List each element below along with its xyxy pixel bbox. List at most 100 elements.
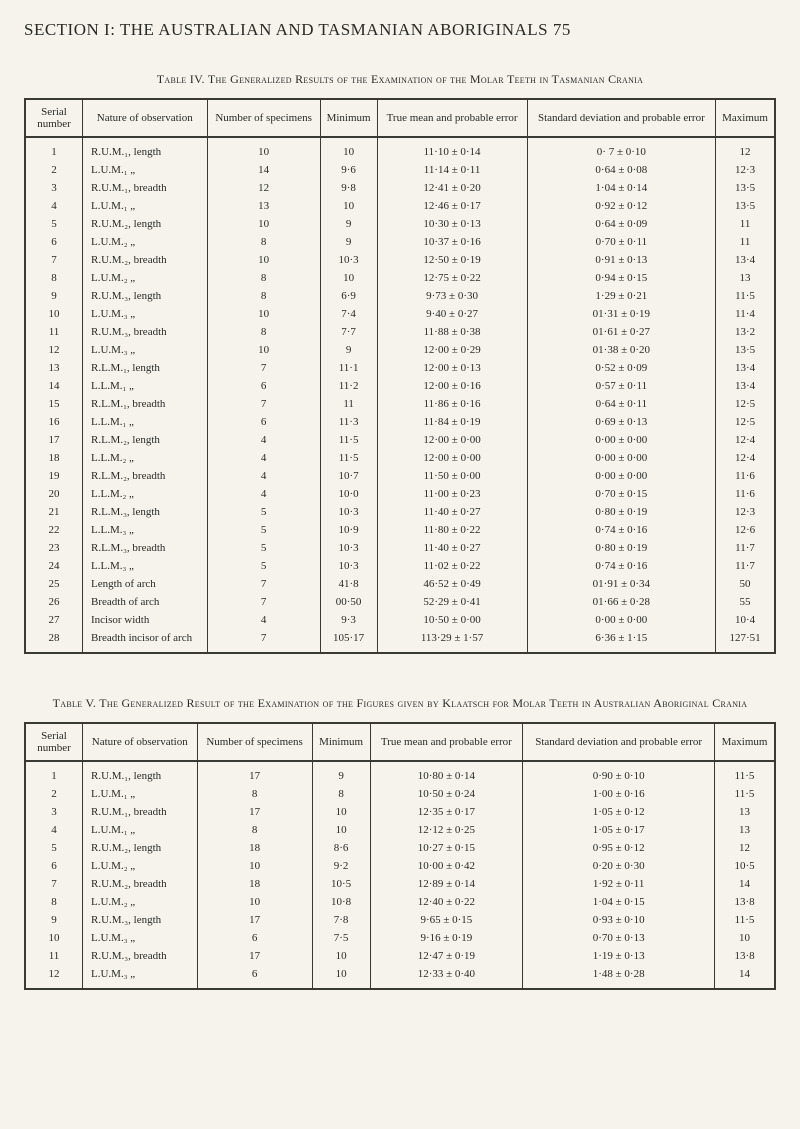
value-cell: 11·88 ± 0·38 [377,323,527,341]
value-cell: 7 [207,575,320,593]
value-cell: 1·29 ± 0·21 [527,287,716,305]
value-cell: 10 [320,197,377,215]
nature-cell: L.U.M.₃ „ [83,965,198,989]
value-cell: 11·84 ± 0·19 [377,413,527,431]
value-cell: 9 [312,761,370,785]
value-cell: 12·4 [716,449,775,467]
value-cell: 11·5 [715,761,775,785]
value-cell: 12·5 [716,413,775,431]
value-cell: 0·57 ± 0·11 [527,377,716,395]
value-cell: 9·6 [320,161,377,179]
column-header: Minimum [312,723,370,761]
value-cell: 10·3 [320,557,377,575]
value-cell: 10·3 [320,251,377,269]
value-cell: 7 [207,629,320,653]
value-cell: 9·2 [312,857,370,875]
value-cell: 12·00 ± 0·16 [377,377,527,395]
value-cell: 10 [197,857,312,875]
value-cell: 18 [197,839,312,857]
value-cell: 12 [715,839,775,857]
nature-cell: R.L.M.₂, breadth [83,467,208,485]
value-cell: 11·40 ± 0·27 [377,503,527,521]
value-cell: 11·00 ± 0·23 [377,485,527,503]
value-cell: 0·64 ± 0·08 [527,161,716,179]
nature-cell: L.U.M.₂ „ [83,233,208,251]
value-cell: 10·30 ± 0·13 [377,215,527,233]
serial-cell: 12 [25,341,83,359]
value-cell: 5 [207,557,320,575]
value-cell: 8 [207,269,320,287]
nature-cell: Length of arch [83,575,208,593]
serial-cell: 12 [25,965,83,989]
table-row: 6L.U.M.₂ „8910·37 ± 0·160·70 ± 0·1111 [25,233,775,251]
table-row: 21R.L.M.₃, length510·311·40 ± 0·270·80 ±… [25,503,775,521]
nature-cell: R.U.M.₃, breadth [83,947,198,965]
value-cell: 17 [197,947,312,965]
serial-cell: 14 [25,377,83,395]
value-cell: 9·8 [320,179,377,197]
serial-cell: 5 [25,839,83,857]
value-cell: 17 [197,761,312,785]
value-cell: 127·51 [716,629,775,653]
value-cell: 10·37 ± 0·16 [377,233,527,251]
value-cell: 13 [207,197,320,215]
value-cell: 9·65 ± 0·15 [370,911,523,929]
value-cell: 10 [715,929,775,947]
value-cell: 0·90 ± 0·10 [523,761,715,785]
value-cell: 0·94 ± 0·15 [527,269,716,287]
value-cell: 7 [207,395,320,413]
value-cell: 11·7 [716,557,775,575]
value-cell: 10·3 [320,539,377,557]
value-cell: 1·04 ± 0·14 [527,179,716,197]
value-cell: 12 [207,179,320,197]
value-cell: 12·33 ± 0·40 [370,965,523,989]
value-cell: 11·40 ± 0·27 [377,539,527,557]
serial-cell: 7 [25,251,83,269]
value-cell: 12·89 ± 0·14 [370,875,523,893]
value-cell: 0·95 ± 0·12 [523,839,715,857]
table-row: 26Breadth of arch700·5052·29 ± 0·4101·66… [25,593,775,611]
caption-rest: The Generalized Results of the Examinati… [208,72,643,86]
table5-caption: Table V. The Generalized Result of the E… [24,694,776,712]
nature-cell: R.L.M.₁, breadth [83,395,208,413]
table-row: 14L.L.M.₁ „611·212·00 ± 0·160·57 ± 0·111… [25,377,775,395]
value-cell: 10·4 [716,611,775,629]
column-header: Maximum [716,99,775,137]
serial-cell: 2 [25,785,83,803]
table-row: 19R.L.M.₂, breadth410·711·50 ± 0·000·00 … [25,467,775,485]
nature-cell: R.U.M.₁, breadth [83,179,208,197]
table-row: 11R.U.M.₃, breadth171012·47 ± 0·191·19 ±… [25,947,775,965]
value-cell: 10 [207,305,320,323]
value-cell: 17 [197,911,312,929]
nature-cell: Incisor width [83,611,208,629]
nature-cell: L.U.M.₃ „ [83,305,208,323]
serial-cell: 11 [25,323,83,341]
nature-cell: R.U.M.₃, length [83,287,208,305]
value-cell: 0·00 ± 0·00 [527,611,716,629]
value-cell: 11 [716,233,775,251]
value-cell: 10 [312,803,370,821]
nature-cell: R.U.M.₁, breadth [83,803,198,821]
serial-cell: 10 [25,929,83,947]
table-row: 13R.L.M.₁, length711·112·00 ± 0·130·52 ±… [25,359,775,377]
table-row: 25Length of arch741·846·52 ± 0·4901·91 ±… [25,575,775,593]
nature-cell: R.U.M.₁, length [83,761,198,785]
value-cell: 10·0 [320,485,377,503]
value-cell: 4 [207,485,320,503]
nature-cell: R.L.M.₃, breadth [83,539,208,557]
value-cell: 8 [197,821,312,839]
table-row: 8L.U.M.₂ „1010·812·40 ± 0·221·04 ± 0·151… [25,893,775,911]
value-cell: 7·5 [312,929,370,947]
table-row: 6L.U.M.₂ „109·210·00 ± 0·420·20 ± 0·3010… [25,857,775,875]
value-cell: 1·05 ± 0·17 [523,821,715,839]
value-cell: 5 [207,503,320,521]
value-cell: 12·00 ± 0·13 [377,359,527,377]
table5: Serial numberNature of observationNumber… [24,722,776,990]
table-row: 20L.L.M.₂ „410·011·00 ± 0·230·70 ± 0·151… [25,485,775,503]
column-header: Minimum [320,99,377,137]
table4-head: Serial numberNature of observationNumber… [25,99,775,137]
value-cell: 8 [207,323,320,341]
value-cell: 11·6 [716,485,775,503]
table-row: 16L.L.M.₁ „611·311·84 ± 0·190·69 ± 0·131… [25,413,775,431]
value-cell: 10·50 ± 0·24 [370,785,523,803]
